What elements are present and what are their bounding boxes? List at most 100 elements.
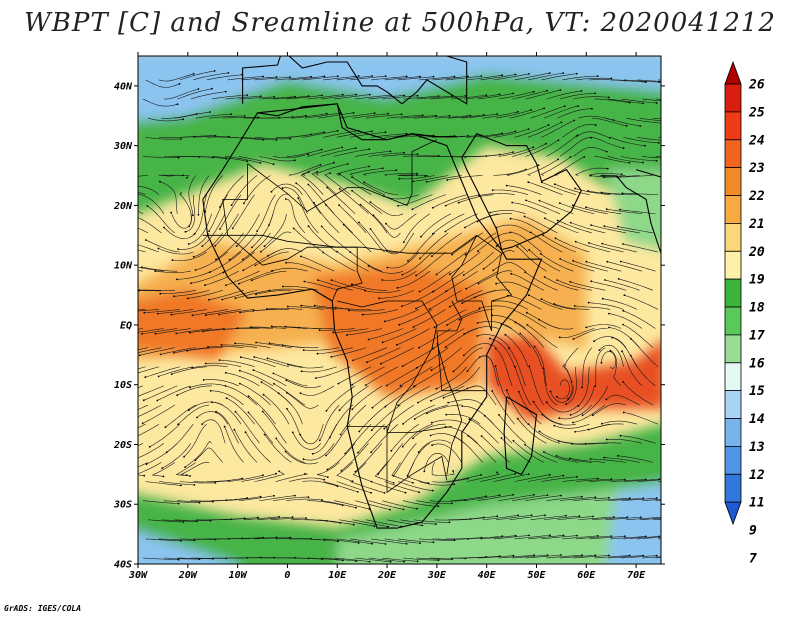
streamline bbox=[540, 156, 571, 176]
streamline-arrowhead bbox=[412, 180, 414, 183]
streamline-arrowhead bbox=[275, 437, 278, 440]
streamline-arrowhead bbox=[514, 321, 517, 324]
streamline-arrowhead bbox=[688, 120, 690, 122]
streamline bbox=[463, 343, 497, 356]
streamline-arrowhead bbox=[182, 118, 185, 121]
streamline-arrowhead bbox=[246, 160, 249, 163]
streamline bbox=[554, 156, 585, 176]
streamline bbox=[282, 344, 319, 349]
streamline-arrowhead bbox=[677, 101, 679, 103]
streamline-arrowhead bbox=[141, 266, 143, 269]
streamline-arrowhead bbox=[690, 157, 692, 159]
streamline-arrowhead bbox=[349, 251, 352, 254]
streamline bbox=[446, 309, 481, 326]
streamline bbox=[323, 481, 358, 493]
streamline bbox=[402, 155, 439, 157]
streamline bbox=[138, 309, 159, 312]
streamline bbox=[254, 537, 291, 540]
streamline bbox=[202, 213, 226, 247]
streamline-arrowhead bbox=[526, 311, 528, 314]
streamline bbox=[161, 113, 197, 119]
streamline bbox=[349, 168, 383, 176]
streamline bbox=[541, 535, 578, 540]
streamline-arrowhead bbox=[268, 342, 271, 345]
streamline-arrowhead bbox=[426, 412, 428, 415]
streamline bbox=[323, 130, 359, 138]
streamline bbox=[591, 281, 627, 291]
streamline bbox=[193, 232, 223, 258]
streamline-arrowhead bbox=[395, 169, 398, 172]
streamline-arrowhead bbox=[467, 75, 469, 78]
streamline-arrowhead bbox=[453, 539, 456, 542]
streamline-arrowhead bbox=[451, 253, 453, 256]
streamline-arrowhead bbox=[517, 514, 519, 517]
streamline bbox=[226, 397, 255, 425]
streamline-arrowhead bbox=[674, 516, 676, 518]
streamline-arrowhead bbox=[432, 232, 434, 235]
streamline-arrowhead bbox=[693, 80, 695, 82]
streamline bbox=[562, 124, 596, 138]
streamline-arrowhead bbox=[352, 359, 354, 362]
grads-credit: GrADS: IGES/COLA bbox=[4, 604, 82, 613]
streamline-arrowhead bbox=[421, 524, 424, 527]
streamline bbox=[142, 500, 179, 504]
streamline bbox=[426, 404, 462, 414]
streamline bbox=[195, 447, 223, 463]
streamline bbox=[307, 500, 343, 506]
streamline bbox=[145, 79, 180, 88]
streamline bbox=[227, 137, 264, 141]
streamline-arrowhead bbox=[260, 381, 263, 384]
streamline bbox=[205, 175, 223, 212]
streamline bbox=[336, 131, 373, 138]
streamline-arrowhead bbox=[275, 472, 277, 475]
streamline-arrowhead bbox=[159, 180, 161, 183]
streamline-arrowhead bbox=[514, 130, 517, 133]
streamline bbox=[278, 393, 303, 425]
streamline-arrowhead bbox=[178, 82, 181, 85]
streamline bbox=[240, 356, 276, 368]
streamline-arrowhead bbox=[580, 90, 583, 92]
streamline bbox=[594, 98, 630, 103]
streamline bbox=[268, 248, 303, 257]
streamline bbox=[296, 183, 322, 214]
streamline-arrowhead bbox=[480, 474, 482, 476]
streamline-arrowhead bbox=[390, 449, 393, 452]
streamline bbox=[607, 98, 644, 104]
streamline-arrowhead bbox=[430, 369, 433, 372]
streamline-arrowhead bbox=[446, 324, 448, 326]
streamline-arrowhead bbox=[623, 478, 626, 481]
streamline-arrowhead bbox=[176, 394, 179, 397]
streamline-arrowhead bbox=[610, 478, 613, 481]
streamline-arrowhead bbox=[606, 260, 609, 263]
streamline-arrowhead bbox=[126, 354, 128, 356]
streamline bbox=[415, 290, 449, 309]
streamline-arrowhead bbox=[352, 111, 355, 114]
streamline bbox=[594, 555, 630, 559]
streamline-arrowhead bbox=[431, 255, 433, 258]
streamline-arrowhead bbox=[218, 313, 221, 316]
streamline-arrowhead bbox=[401, 445, 404, 448]
streamline-arrowhead bbox=[403, 560, 405, 563]
streamline bbox=[138, 192, 146, 195]
streamline-arrowhead bbox=[619, 208, 621, 211]
streamline-arrowhead bbox=[273, 494, 275, 497]
streamline bbox=[478, 270, 513, 284]
streamline bbox=[177, 88, 212, 100]
streamline-arrowhead bbox=[608, 496, 610, 499]
streamline bbox=[467, 355, 494, 372]
lat-tick-label: 20N bbox=[113, 201, 133, 212]
streamline-arrowhead bbox=[420, 235, 422, 238]
streamline-arrowhead bbox=[358, 221, 360, 224]
streamline-arrowhead bbox=[389, 508, 391, 511]
streamline-arrowhead bbox=[509, 217, 512, 220]
streamline bbox=[190, 500, 227, 502]
streamline-arrowhead bbox=[363, 181, 366, 184]
streamline-arrowhead bbox=[112, 289, 114, 291]
streamline bbox=[222, 117, 259, 119]
map-frame bbox=[137, 55, 662, 565]
streamline-arrowhead bbox=[401, 365, 404, 367]
streamline-arrowhead bbox=[187, 409, 190, 412]
streamline bbox=[572, 443, 608, 445]
streamline bbox=[203, 379, 239, 387]
streamline bbox=[530, 515, 566, 521]
